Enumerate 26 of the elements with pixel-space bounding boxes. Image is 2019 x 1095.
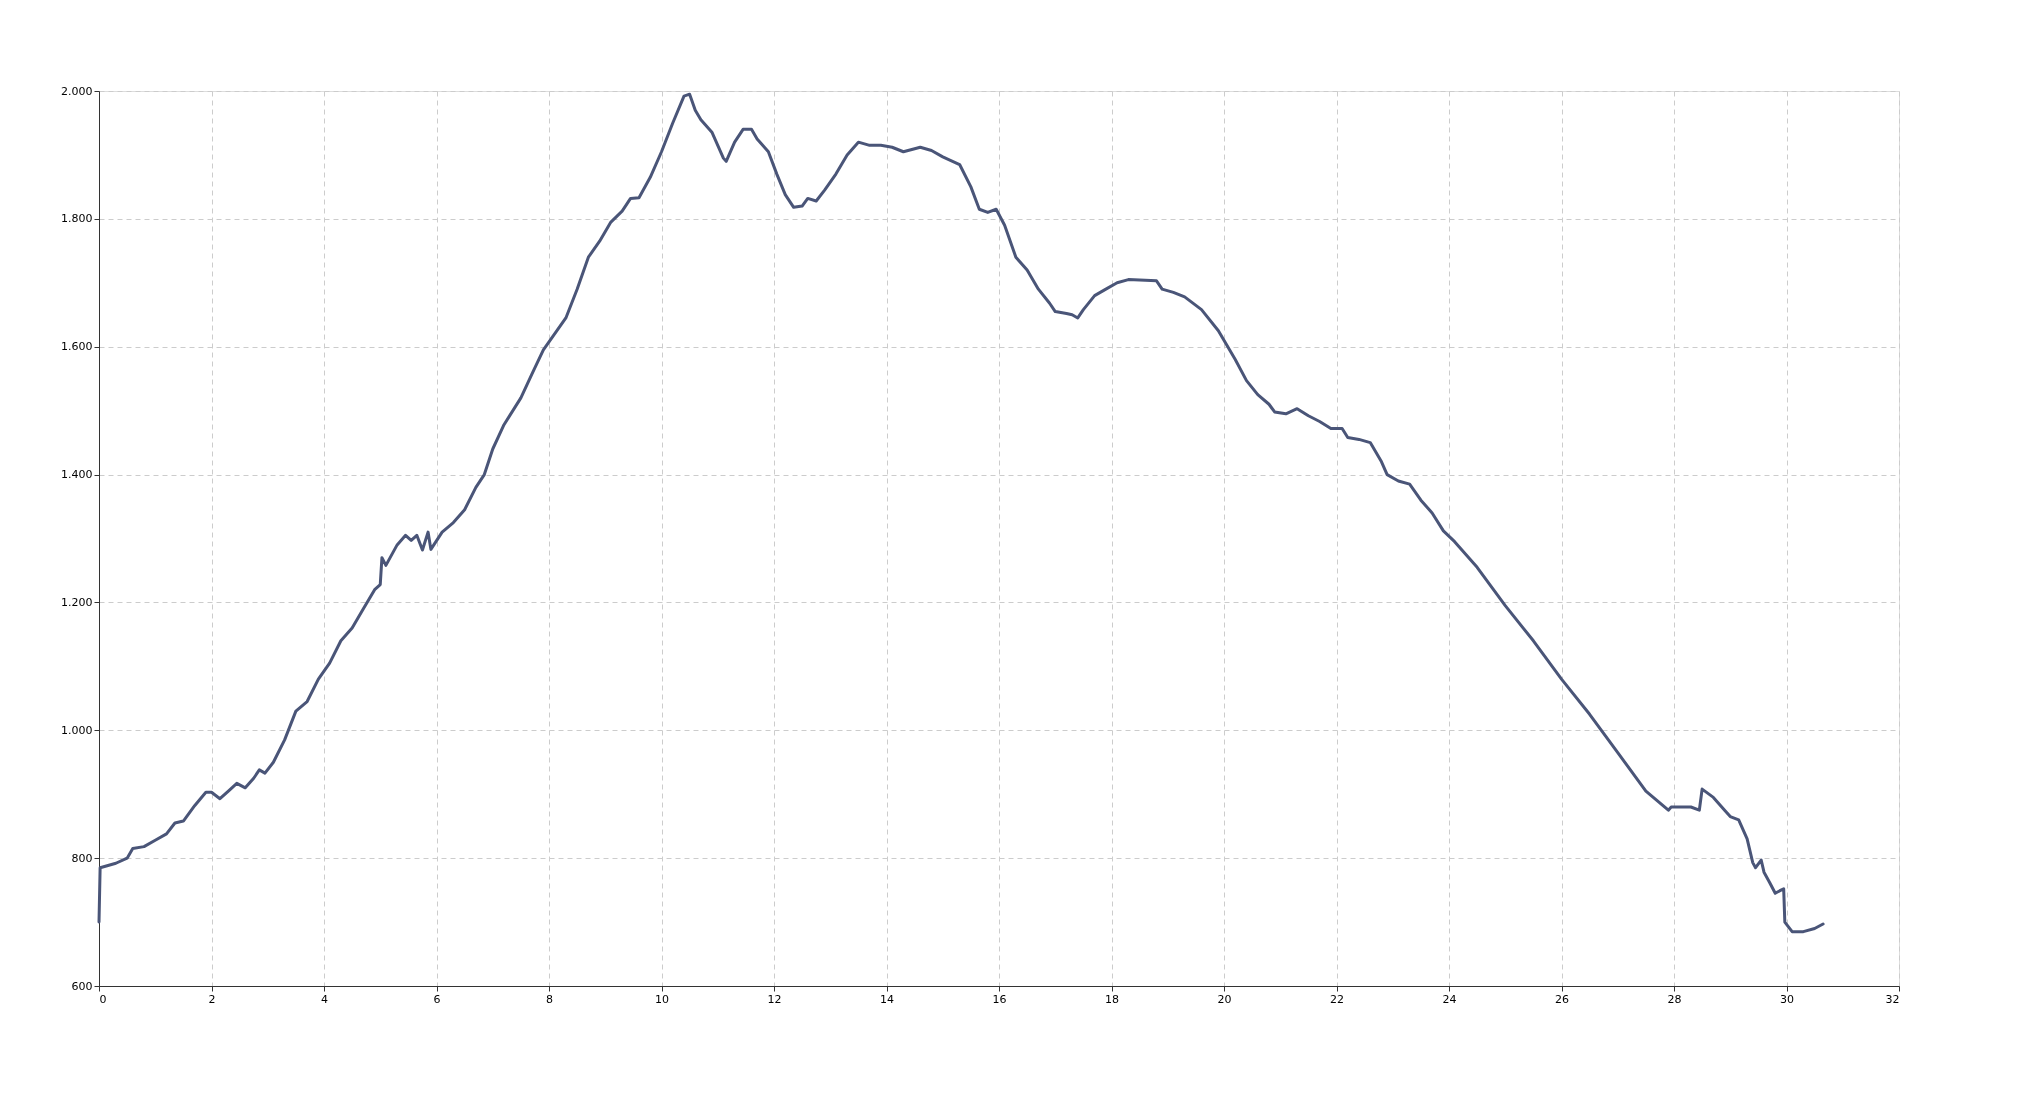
x-tick-label: 20 — [1217, 992, 1232, 1006]
y-tick-label: 600 — [71, 979, 93, 993]
x-tick-label: 4 — [321, 992, 328, 1006]
x-tick-label: 6 — [433, 992, 441, 1006]
x-tick-label: 18 — [1105, 992, 1119, 1006]
y-tick-label: 1.400 — [61, 468, 93, 482]
x-tick-label: 12 — [767, 992, 782, 1006]
x-tick-label: 2 — [208, 992, 216, 1006]
y-tick-label: 1.800 — [61, 212, 93, 226]
y-tick-label: 1.600 — [61, 340, 93, 354]
x-tick-label: 14 — [880, 992, 894, 1006]
x-tick-label: 22 — [1330, 992, 1344, 1006]
y-tick-label: 1.200 — [61, 595, 93, 609]
x-tick-label: 32 — [1885, 992, 1900, 1006]
x-tick-label: 16 — [992, 992, 1007, 1006]
x-tick-label: 24 — [1442, 992, 1457, 1006]
x-tick-label: 26 — [1555, 992, 1569, 1006]
x-tick-label: 10 — [655, 992, 669, 1006]
x-tick-label: 30 — [1780, 992, 1794, 1006]
y-tick-label: 800 — [71, 851, 93, 865]
line-series — [97, 92, 1825, 934]
y-tick-label: 1.000 — [61, 723, 93, 737]
x-tick-label: 28 — [1667, 992, 1682, 1006]
y-tick-label: 2.000 — [61, 84, 93, 98]
x-tick-label: 0 — [99, 992, 107, 1006]
x-tick-label: 8 — [546, 992, 553, 1006]
